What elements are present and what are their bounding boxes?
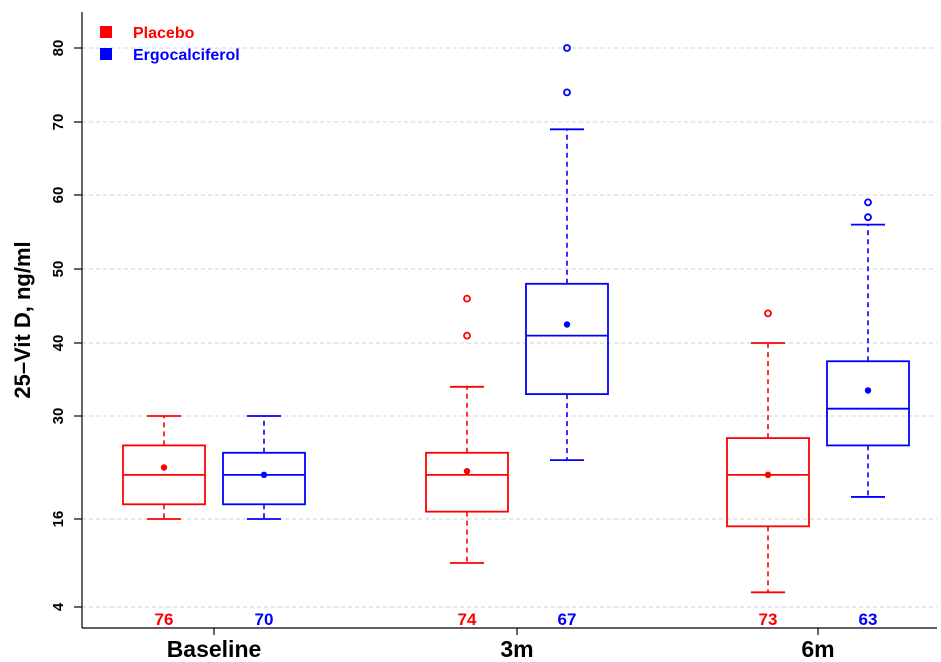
mean-point bbox=[160, 464, 168, 471]
labels: 25–Vit D, ng/ml Baseline 3m 6m 76 74 73 70 67 63 bbox=[10, 241, 877, 662]
box-ergocalciferol-3m bbox=[525, 44, 609, 462]
y-tick-label-50: 50 bbox=[50, 261, 67, 278]
mean-point bbox=[260, 471, 268, 479]
mean-point bbox=[463, 467, 471, 475]
grid-lines bbox=[82, 47, 937, 608]
iqr-box bbox=[525, 282, 609, 395]
outlier-point bbox=[764, 309, 772, 318]
axes: 4 16 30 40 50 60 70 80 bbox=[50, 12, 937, 635]
outlier-point bbox=[463, 294, 471, 303]
count-label-placebo-6m: 73 bbox=[759, 610, 778, 629]
outlier-point bbox=[864, 198, 872, 207]
legend-label-ergocalciferol: Ergocalciferol bbox=[133, 47, 240, 64]
legend-swatch-ergocalciferol bbox=[100, 48, 112, 60]
legend-label-placebo: Placebo bbox=[133, 25, 195, 42]
y-tick-label-80: 80 bbox=[50, 40, 67, 57]
iqr-box bbox=[726, 437, 810, 528]
box-plots bbox=[122, 44, 910, 594]
x-tick-label-Baseline: Baseline bbox=[167, 636, 262, 662]
iqr-box bbox=[826, 360, 910, 447]
mean-point bbox=[764, 471, 772, 479]
mean-point bbox=[864, 387, 872, 394]
y-tick-label-16: 16 bbox=[50, 511, 67, 528]
outlier-point bbox=[563, 88, 571, 97]
count-label-ergocalciferol-6m: 63 bbox=[859, 610, 878, 629]
count-label-ergocalciferol-baseline: 70 bbox=[255, 610, 274, 629]
box-placebo-6m bbox=[726, 309, 810, 594]
iqr-box bbox=[222, 451, 306, 506]
box-placebo-baseline bbox=[122, 415, 206, 520]
y-tick-label-70: 70 bbox=[50, 114, 67, 131]
box-placebo-3m bbox=[425, 294, 509, 564]
mean-point bbox=[563, 321, 571, 328]
outlier-point bbox=[563, 44, 571, 52]
box-ergocalciferol-6m bbox=[826, 198, 910, 498]
outlier-point bbox=[864, 213, 872, 222]
y-tick-label-30: 30 bbox=[50, 408, 67, 425]
count-label-placebo-3m: 74 bbox=[458, 610, 477, 629]
x-tick-label-6m: 6m bbox=[801, 636, 834, 662]
iqr-box bbox=[425, 451, 509, 513]
count-label-ergocalciferol-3m: 67 bbox=[558, 610, 577, 629]
box-ergocalciferol-baseline bbox=[222, 415, 306, 520]
legend-swatch-placebo bbox=[100, 26, 112, 38]
y-tick-label-40: 40 bbox=[50, 335, 67, 352]
x-tick-label-3m: 3m bbox=[500, 636, 533, 662]
y-tick-label-60: 60 bbox=[50, 187, 67, 204]
y-tick-label-4: 4 bbox=[50, 602, 67, 611]
y-axis-title: 25–Vit D, ng/ml bbox=[10, 241, 35, 398]
legend: Placebo Ergocalciferol bbox=[100, 25, 240, 64]
outlier-point bbox=[463, 331, 471, 340]
count-label-placebo-baseline: 76 bbox=[155, 610, 174, 629]
